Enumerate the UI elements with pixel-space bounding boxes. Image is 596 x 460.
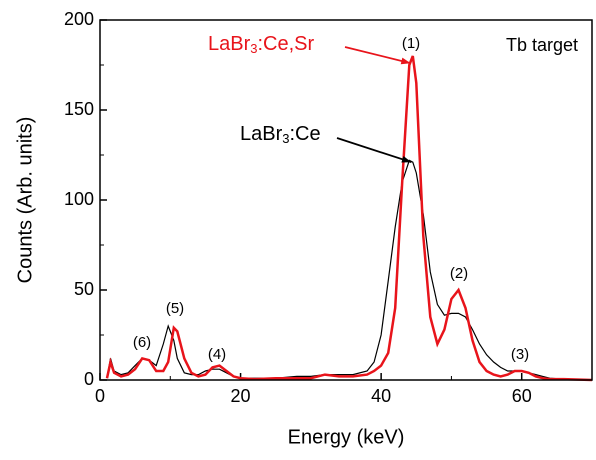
annotation: (3) (511, 346, 529, 363)
legend-arrowhead (400, 57, 411, 65)
x-tick-label: 60 (512, 386, 532, 406)
legend-arrow (336, 137, 412, 164)
x-tick-label: 40 (371, 386, 391, 406)
y-tick-label: 0 (84, 369, 94, 389)
annotation: (6) (133, 334, 151, 351)
series-line (105, 55, 593, 382)
x-tick-label: 0 (95, 386, 105, 406)
annotation: (1) (402, 35, 420, 52)
legend-label: LaBr3:Ce (240, 123, 321, 146)
series-line (106, 159, 593, 381)
y-tick-label: 200 (64, 9, 94, 29)
x-tick-label: 20 (231, 386, 251, 406)
y-axis-label: Counts (Arb. units) (14, 117, 36, 284)
y-tick-label: 100 (64, 189, 94, 209)
annotation: (4) (208, 346, 226, 363)
annotation: Tb target (506, 35, 578, 55)
annotation: (5) (166, 300, 184, 317)
y-tick-label: 50 (74, 279, 94, 299)
y-tick-label: 150 (64, 99, 94, 119)
legend-label: LaBr3:Ce,Sr (208, 33, 315, 56)
legend-arrowhead (401, 156, 412, 163)
legend-arrow (344, 46, 411, 65)
x-axis-label: Energy (keV) (288, 426, 405, 448)
plot-frame (99, 19, 593, 381)
annotation: (2) (450, 265, 468, 282)
